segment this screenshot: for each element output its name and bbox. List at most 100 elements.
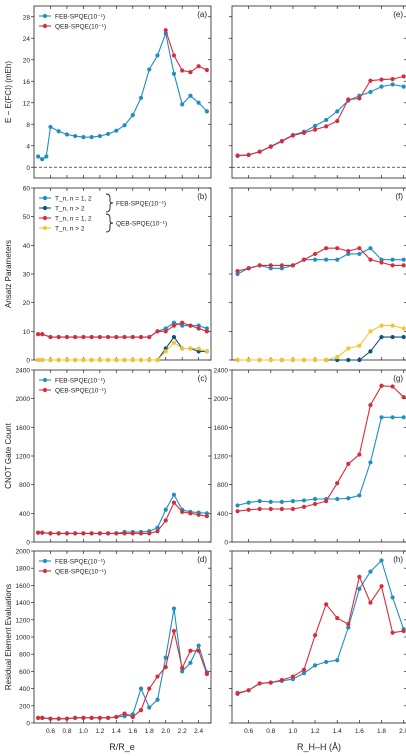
- legend-label: QEB-SPQE(10⁻¹): [55, 24, 106, 31]
- data-point: [279, 357, 284, 363]
- data-point: [401, 628, 406, 634]
- data-point: [301, 357, 307, 363]
- data-point: [346, 346, 351, 351]
- series-line: [237, 385, 405, 512]
- legend-group-label: QEB-SPQE(10⁻¹): [116, 221, 167, 228]
- series-line: [37, 31, 208, 160]
- data-point: [401, 334, 406, 340]
- data-point: [335, 481, 340, 486]
- y-tick-label: 1600: [214, 425, 229, 432]
- series-0: [36, 606, 209, 721]
- x-tick-label: 2.2: [178, 728, 187, 735]
- data-point: [122, 123, 127, 128]
- y-tick-label: 24: [23, 36, 31, 43]
- x-tick-label: 0.8: [266, 728, 275, 735]
- data-point: [301, 667, 307, 672]
- data-point: [188, 323, 193, 328]
- data-point: [36, 357, 41, 363]
- data-point: [312, 663, 318, 668]
- data-point: [196, 100, 201, 105]
- data-point: [335, 615, 340, 621]
- data-point: [196, 64, 201, 69]
- data-point: [335, 246, 340, 251]
- series-1: [235, 334, 406, 363]
- data-point: [171, 340, 177, 345]
- data-point: [97, 531, 102, 536]
- data-point: [204, 349, 209, 354]
- data-point: [312, 127, 318, 132]
- data-point: [357, 357, 362, 363]
- data-point: [114, 531, 119, 536]
- data-point: [335, 355, 340, 360]
- data-point: [257, 499, 262, 504]
- data-point: [379, 558, 384, 563]
- data-point: [171, 323, 177, 328]
- y-axis-label: Residual Element Evaluations: [4, 584, 13, 690]
- y-tick-label: 16: [23, 79, 31, 86]
- data-point: [390, 334, 395, 340]
- data-point: [312, 496, 318, 502]
- data-point: [290, 133, 296, 138]
- data-point: [180, 665, 185, 671]
- series-line: [237, 247, 404, 272]
- data-point: [357, 493, 362, 498]
- data-point: [122, 334, 127, 340]
- data-point: [180, 102, 185, 107]
- panel-label: (a): [197, 10, 207, 19]
- data-point: [44, 154, 49, 159]
- data-point: [368, 78, 373, 83]
- data-point: [324, 499, 329, 504]
- data-point: [204, 671, 209, 677]
- x-tick-label: 0.6: [46, 728, 55, 735]
- legend-label: T_n, n > 2: [55, 206, 85, 213]
- series-line: [38, 342, 208, 361]
- data-point: [357, 343, 362, 348]
- data-point: [56, 129, 61, 134]
- data-point: [368, 403, 373, 408]
- data-point: [188, 660, 193, 665]
- data-point: [138, 357, 144, 363]
- data-point: [390, 595, 395, 600]
- data-point: [204, 67, 209, 73]
- data-point: [114, 357, 119, 363]
- data-point: [368, 569, 373, 574]
- data-point: [138, 531, 144, 536]
- data-point: [130, 357, 135, 363]
- y-tick-label: 1200: [214, 454, 229, 461]
- legend: T_n, n = 1, 2 T_n, n > 2 T_n, n = 1, 2 T_n,…: [39, 193, 167, 233]
- data-point: [147, 531, 152, 536]
- legend: FEB-SPQE(10⁻¹) QEB-SPQE(10⁻¹): [39, 378, 106, 395]
- data-point: [324, 602, 329, 607]
- data-point: [64, 357, 70, 363]
- panel-label: (c): [198, 374, 208, 383]
- y-tick-label: 800: [217, 482, 228, 489]
- data-point: [89, 531, 94, 536]
- panel-label: (e): [393, 10, 403, 19]
- x-tick-label: 1.0: [79, 728, 88, 735]
- data-point: [246, 500, 251, 505]
- series-1: [235, 74, 406, 158]
- y-tick-label: 2000: [214, 396, 229, 403]
- data-point: [196, 346, 201, 351]
- series-0: [235, 82, 406, 159]
- data-point: [105, 357, 111, 363]
- data-point: [346, 622, 351, 627]
- data-point: [235, 509, 240, 514]
- data-point: [163, 349, 168, 354]
- legend-brace: [105, 193, 114, 213]
- data-point: [73, 531, 78, 536]
- data-point: [204, 514, 209, 519]
- legend-marker: [42, 568, 48, 574]
- data-point: [122, 531, 127, 536]
- data-point: [346, 357, 351, 363]
- data-point: [279, 263, 284, 268]
- y-axis-label: Ansatz Parameters: [4, 240, 13, 308]
- x-tick-label: 1.6: [355, 728, 364, 735]
- y-tick-label: 0: [224, 540, 228, 547]
- data-point: [40, 332, 45, 337]
- data-point: [73, 357, 78, 363]
- series-line: [38, 630, 208, 720]
- data-point: [40, 530, 45, 535]
- data-point: [268, 499, 273, 504]
- data-point: [368, 349, 373, 354]
